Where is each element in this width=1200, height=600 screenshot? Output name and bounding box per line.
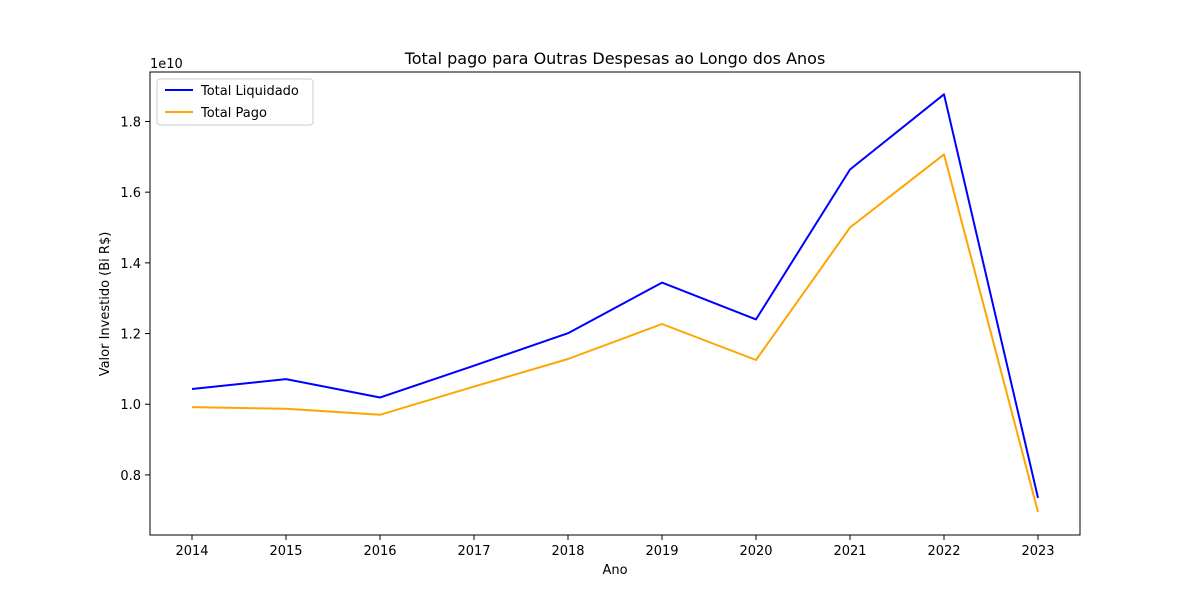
series-line-1 <box>191 93 1039 499</box>
legend-box <box>156 78 314 126</box>
x-tick-label-2021: 2021 <box>833 544 866 559</box>
chart-title: Total pago para Outras Despesas ao Longo… <box>404 49 826 68</box>
series-line-2 <box>191 153 1039 513</box>
x-tick-label-2022: 2022 <box>927 544 960 559</box>
y-tick-label-1.4: 1.4 <box>120 257 141 272</box>
y-tick-label-0.8: 0.8 <box>120 469 141 484</box>
x-tick-label-2016: 2016 <box>363 544 396 559</box>
x-tick-label-2014: 2014 <box>175 544 208 559</box>
x-tick-label-2015: 2015 <box>269 544 302 559</box>
plot-area: 2014 2015 2016 2017 2018 2019 2020 2021 2022 2023… <box>120 71 1081 559</box>
x-tick-label-2020: 2020 <box>739 544 772 559</box>
y-tick-label-1.8: 1.8 <box>120 115 141 130</box>
x-tick-label-2018: 2018 <box>551 544 584 559</box>
y-tick-label-1.0: 1.0 <box>120 398 141 413</box>
y-axis-offset-label: 1e10 <box>150 57 183 72</box>
x-tick-label-2023: 2023 <box>1021 544 1054 559</box>
legend-label-2: Total Pago <box>200 106 267 121</box>
y-axis-label: Valor Investido (Bi R$) <box>98 232 113 377</box>
plot-frame <box>149 71 1081 536</box>
x-tick-label-2017: 2017 <box>457 544 490 559</box>
legend-label-1: Total Liquidado <box>200 84 299 99</box>
y-tick-label-1.2: 1.2 <box>120 328 141 343</box>
y-tick-label-1.6: 1.6 <box>120 186 141 201</box>
legend: Total Liquidado Total Pago <box>156 78 314 126</box>
x-axis-label: Ano <box>602 563 627 578</box>
x-tick-label-2019: 2019 <box>645 544 678 559</box>
